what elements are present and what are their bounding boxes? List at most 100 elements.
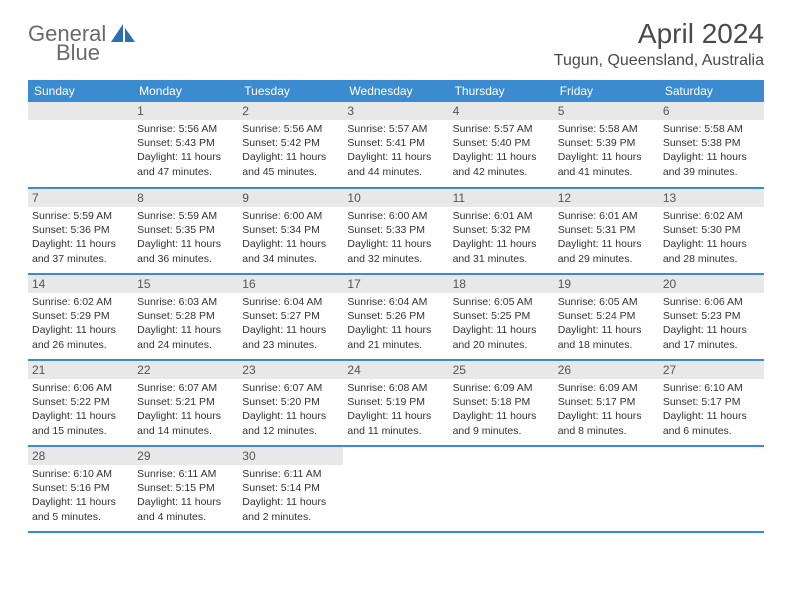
day-line: Sunset: 5:14 PM	[242, 481, 339, 495]
calendar-day-cell: 27Sunrise: 6:10 AMSunset: 5:17 PMDayligh…	[659, 360, 764, 446]
weekday-header: Friday	[554, 80, 659, 102]
calendar-day-cell: 19Sunrise: 6:05 AMSunset: 5:24 PMDayligh…	[554, 274, 659, 360]
weekday-header: Sunday	[28, 80, 133, 102]
day-line: Daylight: 11 hours	[558, 323, 655, 337]
day-line: Sunset: 5:39 PM	[558, 136, 655, 150]
day-number: 7	[28, 189, 133, 207]
day-line: Sunrise: 6:11 AM	[137, 467, 234, 481]
day-number: 26	[554, 361, 659, 379]
day-line: Sunrise: 5:59 AM	[32, 209, 129, 223]
calendar-day-cell: 17Sunrise: 6:04 AMSunset: 5:26 PMDayligh…	[343, 274, 448, 360]
day-number: 22	[133, 361, 238, 379]
calendar-day-cell: 16 Sunrise: 6:04 AMSunset: 5:27 PMDayligh…	[238, 274, 343, 360]
day-number: 12	[554, 189, 659, 207]
calendar-day-cell: 11Sunrise: 6:01 AMSunset: 5:32 PMDayligh…	[449, 188, 554, 274]
day-line: Daylight: 11 hours	[558, 409, 655, 423]
day-line: Sunrise: 5:57 AM	[347, 122, 444, 136]
day-line: and 44 minutes.	[347, 165, 444, 179]
day-line: Daylight: 11 hours	[137, 150, 234, 164]
day-line: Daylight: 11 hours	[453, 409, 550, 423]
day-line: and 28 minutes.	[663, 252, 760, 266]
calendar-day-cell	[659, 446, 764, 532]
day-content: Sunrise: 6:02 AMSunset: 5:29 PMDaylight:…	[28, 293, 133, 356]
day-number: 21	[28, 361, 133, 379]
day-line: Sunset: 5:19 PM	[347, 395, 444, 409]
day-line: Sunrise: 6:07 AM	[137, 381, 234, 395]
day-content: Sunrise: 5:57 AMSunset: 5:41 PMDaylight:…	[343, 120, 448, 183]
day-number: 11	[449, 189, 554, 207]
day-number: 15	[133, 275, 238, 293]
day-line: Sunrise: 6:10 AM	[663, 381, 760, 395]
day-content: Sunrise: 6:06 AMSunset: 5:22 PMDaylight:…	[28, 379, 133, 442]
calendar-day-cell	[554, 446, 659, 532]
day-line: Daylight: 11 hours	[663, 150, 760, 164]
day-number: 5	[554, 102, 659, 120]
calendar-day-cell: 3Sunrise: 5:57 AMSunset: 5:41 PMDaylight…	[343, 102, 448, 188]
day-number: 17	[343, 275, 448, 293]
weekday-header: Wednesday	[343, 80, 448, 102]
day-line: and 23 minutes.	[242, 338, 339, 352]
day-line: Sunrise: 6:00 AM	[242, 209, 339, 223]
calendar-week-row: 7Sunrise: 5:59 AMSunset: 5:36 PMDaylight…	[28, 188, 764, 274]
day-content: Sunrise: 6:03 AMSunset: 5:28 PMDaylight:…	[133, 293, 238, 356]
day-line: and 32 minutes.	[347, 252, 444, 266]
header: General Blue April 2024 Tugun, Queenslan…	[0, 0, 792, 74]
day-line: Sunset: 5:15 PM	[137, 481, 234, 495]
day-line: and 6 minutes.	[663, 424, 760, 438]
day-line: Daylight: 11 hours	[32, 237, 129, 251]
calendar-day-cell: 18Sunrise: 6:05 AMSunset: 5:25 PMDayligh…	[449, 274, 554, 360]
day-line: Daylight: 11 hours	[137, 237, 234, 251]
day-line: and 2 minutes.	[242, 510, 339, 524]
day-number: 29	[133, 447, 238, 465]
logo-sail-icon	[109, 22, 137, 49]
day-line: Daylight: 11 hours	[242, 323, 339, 337]
day-number: 24	[343, 361, 448, 379]
day-content	[28, 120, 133, 126]
day-content: Sunrise: 6:07 AMSunset: 5:21 PMDaylight:…	[133, 379, 238, 442]
day-line: Daylight: 11 hours	[453, 323, 550, 337]
day-line: and 20 minutes.	[453, 338, 550, 352]
calendar-day-cell: 23Sunrise: 6:07 AMSunset: 5:20 PMDayligh…	[238, 360, 343, 446]
day-line: Sunset: 5:20 PM	[242, 395, 339, 409]
day-line: and 5 minutes.	[32, 510, 129, 524]
day-content: Sunrise: 6:05 AMSunset: 5:24 PMDaylight:…	[554, 293, 659, 356]
day-content: Sunrise: 6:11 AMSunset: 5:15 PMDaylight:…	[133, 465, 238, 528]
calendar-day-cell	[28, 102, 133, 188]
location: Tugun, Queensland, Australia	[554, 52, 764, 70]
day-line: Sunrise: 6:01 AM	[558, 209, 655, 223]
day-line: Sunset: 5:17 PM	[558, 395, 655, 409]
logo: General Blue	[28, 18, 137, 49]
calendar-day-cell: 7Sunrise: 5:59 AMSunset: 5:36 PMDaylight…	[28, 188, 133, 274]
day-line: Sunrise: 6:02 AM	[32, 295, 129, 309]
calendar-day-cell: 2Sunrise: 5:56 AMSunset: 5:42 PMDaylight…	[238, 102, 343, 188]
day-line: and 34 minutes.	[242, 252, 339, 266]
day-content: Sunrise: 5:59 AMSunset: 5:36 PMDaylight:…	[28, 207, 133, 270]
day-line: Sunset: 5:29 PM	[32, 309, 129, 323]
day-line: Daylight: 11 hours	[347, 409, 444, 423]
day-line: Sunrise: 5:57 AM	[453, 122, 550, 136]
header-right: April 2024 Tugun, Queensland, Australia	[554, 18, 764, 70]
calendar-body: 1Sunrise: 5:56 AMSunset: 5:43 PMDaylight…	[28, 102, 764, 532]
day-line: Sunrise: 6:04 AM	[242, 295, 339, 309]
day-content: Sunrise: 5:56 AMSunset: 5:42 PMDaylight:…	[238, 120, 343, 183]
day-number: 18	[449, 275, 554, 293]
day-line: Daylight: 11 hours	[347, 323, 444, 337]
day-line: Daylight: 11 hours	[558, 150, 655, 164]
day-line: and 37 minutes.	[32, 252, 129, 266]
calendar-day-cell: 9Sunrise: 6:00 AMSunset: 5:34 PMDaylight…	[238, 188, 343, 274]
day-line: Sunset: 5:41 PM	[347, 136, 444, 150]
calendar-week-row: 28Sunrise: 6:10 AMSunset: 5:16 PMDayligh…	[28, 446, 764, 532]
calendar-day-cell: 5Sunrise: 5:58 AMSunset: 5:39 PMDaylight…	[554, 102, 659, 188]
day-number: 16	[238, 275, 343, 293]
day-line: Daylight: 11 hours	[663, 409, 760, 423]
calendar-day-cell: 28Sunrise: 6:10 AMSunset: 5:16 PMDayligh…	[28, 446, 133, 532]
day-line: Sunrise: 6:00 AM	[347, 209, 444, 223]
day-number: 28	[28, 447, 133, 465]
calendar-day-cell: 13Sunrise: 6:02 AMSunset: 5:30 PMDayligh…	[659, 188, 764, 274]
day-content: Sunrise: 6:11 AMSunset: 5:14 PMDaylight:…	[238, 465, 343, 528]
day-line: and 31 minutes.	[453, 252, 550, 266]
day-line: Sunset: 5:27 PM	[242, 309, 339, 323]
day-line: Sunset: 5:18 PM	[453, 395, 550, 409]
calendar-day-cell: 8Sunrise: 5:59 AMSunset: 5:35 PMDaylight…	[133, 188, 238, 274]
day-line: and 9 minutes.	[453, 424, 550, 438]
